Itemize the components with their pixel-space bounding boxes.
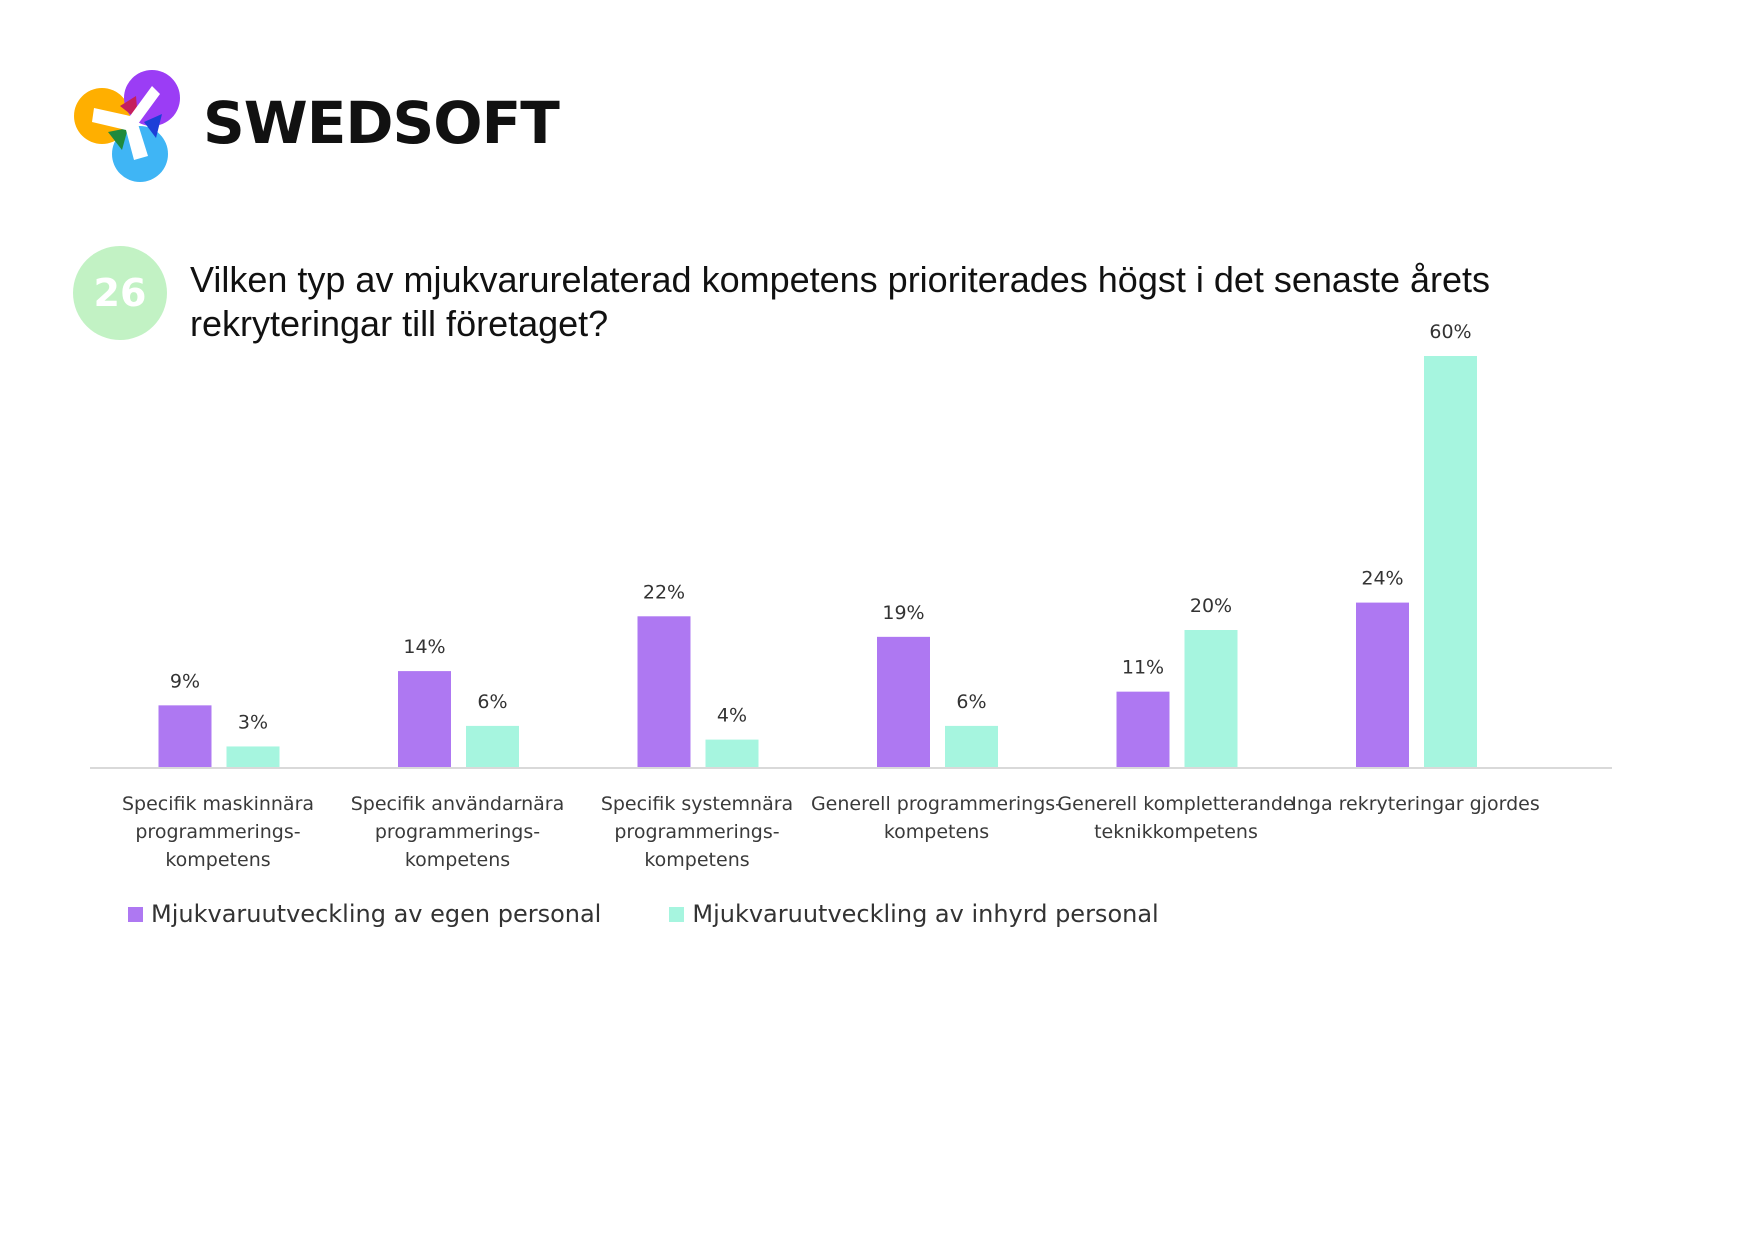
legend-item-inhyrd: Mjukvaruutveckling av inhyrd personal bbox=[669, 900, 1159, 928]
data-label-1-1: 9% bbox=[170, 670, 200, 692]
bar-1-1 bbox=[158, 705, 212, 767]
legend-item-egen: Mjukvaruutveckling av egen personal bbox=[128, 900, 601, 928]
bar-2-2 bbox=[466, 725, 519, 767]
category-label-1: programmerings- bbox=[135, 821, 300, 843]
category-label-3: kompetens bbox=[644, 849, 749, 871]
category-label-5: teknikkompetens bbox=[1094, 821, 1258, 843]
category-label-6: Inga rekryteringar gjordes bbox=[1291, 793, 1539, 815]
category-label-2: Specifik användarnära bbox=[351, 793, 564, 815]
question-title: Vilken typ av mjukvarurelaterad kompeten… bbox=[190, 259, 1491, 344]
bar-1-5 bbox=[1116, 691, 1170, 767]
legend-label-egen: Mjukvaruutveckling av egen personal bbox=[151, 900, 602, 928]
bar-2-6 bbox=[1424, 356, 1477, 767]
legend-label-inhyrd: Mjukvaruutveckling av inhyrd personal bbox=[692, 900, 1159, 928]
bar-2-5 bbox=[1184, 630, 1238, 767]
data-label-2-3: 4% bbox=[717, 705, 747, 727]
category-label-4: Generell programmerings- bbox=[811, 793, 1062, 815]
data-label-1-4: 19% bbox=[882, 602, 924, 624]
chart-legend: Mjukvaruutveckling av egen personal Mjuk… bbox=[128, 900, 1159, 928]
data-label-2-6: 60% bbox=[1429, 321, 1471, 343]
category-label-3: Specifik systemnära bbox=[601, 793, 793, 815]
bar-1-4 bbox=[877, 636, 930, 767]
data-label-2-5: 20% bbox=[1190, 595, 1232, 617]
category-label-1: Specifik maskinnära bbox=[122, 793, 314, 815]
category-label-5: Generell kompletterande bbox=[1057, 793, 1294, 815]
category-label-4: kompetens bbox=[884, 821, 989, 843]
legend-swatch-inhyrd bbox=[669, 906, 685, 922]
legend-swatch-egen bbox=[128, 906, 143, 922]
category-label-3: programmerings- bbox=[614, 821, 779, 843]
bar-1-3 bbox=[637, 616, 691, 767]
question-number-badge: 26 bbox=[73, 246, 167, 340]
bar-2-3 bbox=[705, 739, 759, 767]
bar-1-6 bbox=[1356, 602, 1409, 767]
category-label-2: kompetens bbox=[405, 849, 510, 871]
category-label-2: programmerings- bbox=[375, 821, 540, 843]
data-label-1-3: 22% bbox=[643, 581, 685, 603]
bar-2-4 bbox=[945, 725, 998, 767]
data-label-2-1: 3% bbox=[238, 711, 268, 733]
data-label-1-6: 24% bbox=[1361, 568, 1403, 590]
data-label-1-5: 11% bbox=[1122, 657, 1164, 679]
swedsoft-logo bbox=[74, 70, 180, 182]
data-label-2-2: 6% bbox=[477, 691, 507, 713]
brand-name: SWEDSOFT bbox=[203, 89, 560, 157]
bar-1-2 bbox=[398, 671, 451, 767]
bar-2-1 bbox=[226, 746, 280, 767]
category-label-1: kompetens bbox=[165, 849, 270, 871]
data-label-2-4: 6% bbox=[956, 691, 986, 713]
data-label-1-2: 14% bbox=[403, 636, 445, 658]
